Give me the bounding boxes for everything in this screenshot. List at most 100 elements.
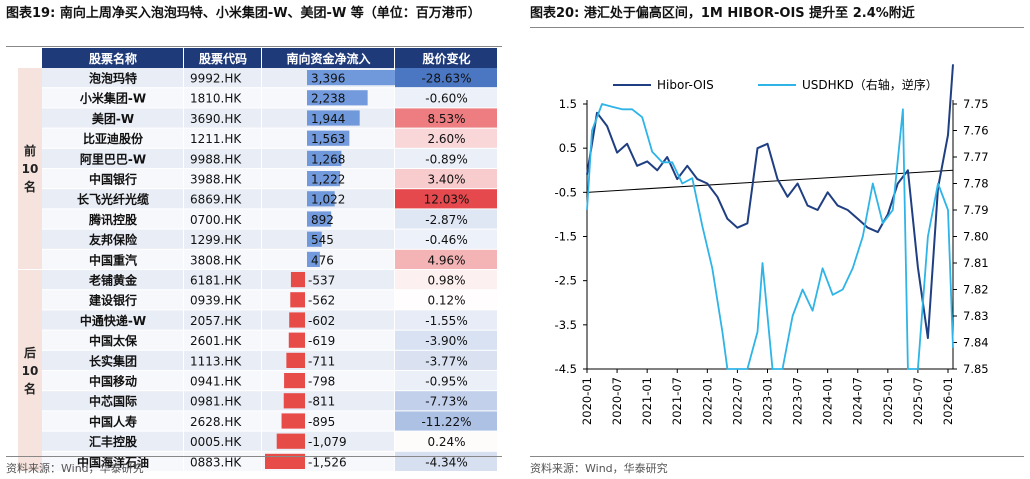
table-cell: [184, 290, 261, 310]
stock-code: 0939.HK: [190, 294, 242, 308]
table-cell: [42, 88, 183, 108]
stock-code: 0700.HK: [190, 213, 242, 227]
flow-bar: [284, 373, 305, 389]
table-cell: [262, 229, 394, 249]
table-cell: [184, 68, 261, 88]
header-label: 南向资金净流入: [286, 51, 370, 66]
right-tick-label: 7.77: [963, 150, 989, 164]
series-line: [586, 103, 954, 370]
stock-code: 3690.HK: [190, 112, 242, 126]
table-cell: [184, 229, 261, 249]
right-tick-label: 7.82: [963, 283, 989, 297]
flow-value: -1,526: [308, 455, 347, 469]
change-value: 8.53%: [427, 112, 465, 126]
stock-name: 美团-W: [92, 111, 134, 126]
flow-value: -811: [308, 395, 335, 409]
change-value: -2.87%: [425, 213, 467, 227]
table-cell: [42, 270, 183, 290]
stock-name: 老铺黄金: [89, 273, 138, 288]
table-cell: [184, 249, 261, 269]
table-cell: [42, 68, 183, 88]
stock-code: 1211.HK: [190, 132, 242, 146]
change-value: -4.34%: [425, 455, 467, 469]
flow-value: -798: [308, 375, 335, 389]
stock-name: 长飞光纤光缆: [77, 192, 149, 207]
stock-name: 腾讯控股: [88, 212, 138, 227]
table-cell: [184, 330, 261, 350]
stock-name: 中国移动: [89, 374, 137, 389]
stock-code: 2628.HK: [190, 415, 242, 429]
x-tick-label: 2024-01: [821, 377, 835, 425]
stock-code: 0981.HK: [190, 395, 242, 409]
change-cell: [395, 391, 497, 411]
change-cell: [395, 229, 497, 249]
table-cell: [184, 310, 261, 330]
flow-bar: [307, 251, 320, 267]
table-cell: [42, 371, 183, 391]
change-cell: [395, 249, 497, 269]
stock-name: 友邦保险: [88, 232, 138, 247]
change-value: 12.03%: [424, 193, 470, 207]
table-cell: [184, 148, 261, 168]
stock-name: 中国重汽: [89, 252, 137, 267]
table-cell: [42, 290, 183, 310]
stock-name: 中国海洋石油: [77, 454, 149, 469]
table-cell: [184, 189, 261, 209]
stock-name: 中国太保: [89, 333, 138, 348]
flow-bar: [265, 453, 305, 469]
change-value: -7.73%: [425, 395, 467, 409]
flow-bar: [307, 70, 399, 86]
right-tick-label: 7.75: [963, 97, 989, 111]
stock-code: 0005.HK: [190, 435, 242, 449]
change-value: -1.55%: [425, 314, 467, 328]
change-cell: [395, 350, 497, 370]
zero-line: [586, 169, 954, 193]
table-cell: [42, 209, 183, 229]
table-cell: [42, 330, 183, 350]
flow-value: -711: [308, 354, 335, 368]
flow-value: 1,944: [311, 112, 345, 126]
stock-name: 建设银行: [88, 293, 137, 308]
flow-value: 3,396: [311, 72, 345, 86]
table-cell: [42, 350, 183, 370]
x-tick-label: 2022-01: [700, 377, 714, 425]
table-cell: [42, 310, 183, 330]
change-cell: [395, 148, 497, 168]
flow-bar: [290, 272, 305, 288]
flow-value: -602: [308, 314, 335, 328]
change-cell: [395, 189, 497, 209]
stock-name: 阿里巴巴-W: [80, 151, 146, 166]
change-cell: [395, 310, 497, 330]
stock-code: 6869.HK: [190, 193, 242, 207]
change-cell: [395, 411, 497, 431]
table-cell: [42, 229, 183, 249]
stock-code: 1299.HK: [190, 233, 242, 247]
x-tick-label: 2021-01: [640, 377, 654, 425]
stock-code: 0883.HK: [190, 455, 242, 469]
x-tick-label: 2026-01: [941, 377, 955, 425]
series-line: [586, 64, 954, 340]
left-tick-label: -0.5: [555, 185, 577, 199]
header-label: 股票名称: [89, 51, 137, 66]
legend-label: Hibor-OIS: [657, 78, 714, 92]
flow-bar: [288, 332, 305, 348]
group-label: 后 10 名: [22, 345, 39, 396]
flow-bar: [289, 312, 305, 328]
title-rule-right: [530, 27, 1024, 28]
x-tick-label: 2020-01: [580, 377, 594, 425]
change-cell: [395, 290, 497, 310]
x-tick-label: 2025-07: [911, 377, 925, 425]
header-cell: [262, 48, 394, 68]
change-value: -3.77%: [425, 354, 467, 368]
table-cell: [184, 411, 261, 431]
flow-bar: [307, 231, 322, 247]
stock-code: 3988.HK: [190, 173, 242, 187]
flow-value: -895: [308, 415, 335, 429]
header-cell: [184, 48, 261, 68]
change-cell: [395, 431, 497, 451]
flow-bar: [307, 130, 350, 146]
flow-value: 1,022: [311, 193, 345, 207]
stock-code: 1113.HK: [190, 354, 242, 368]
left-tick-label: -4.5: [555, 362, 577, 376]
